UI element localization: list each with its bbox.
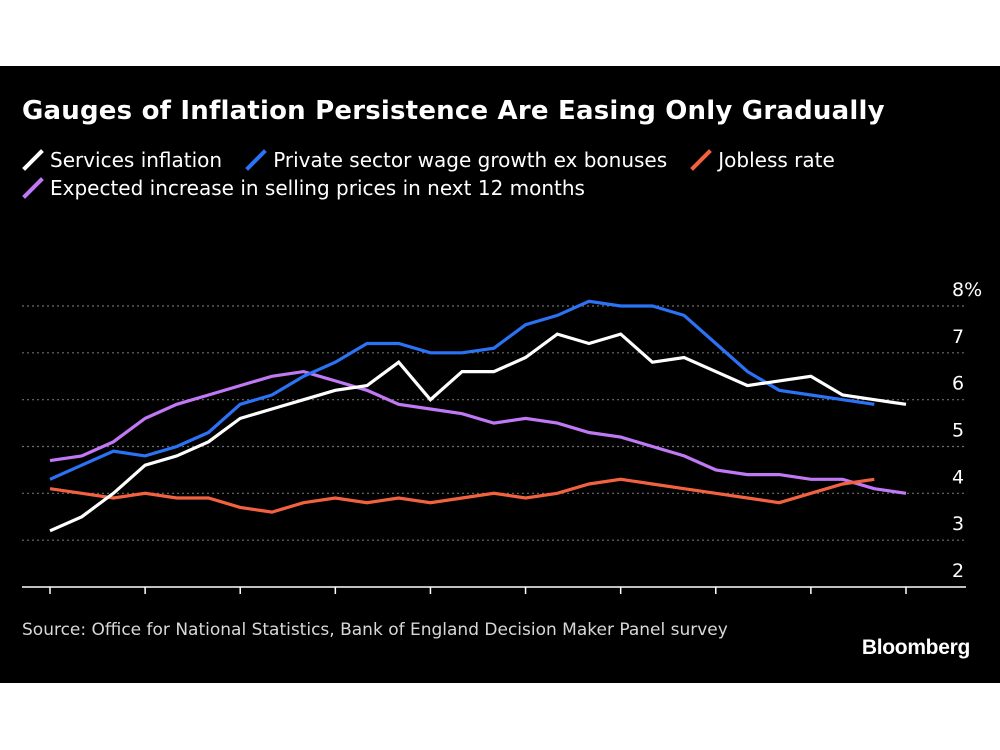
bloomberg-logo: Bloomberg: [861, 636, 970, 659]
legend-stroke-private-wage-growth: [245, 149, 268, 171]
y-tick-label: 4: [952, 466, 964, 488]
series-line-services-inflation: [49, 332, 907, 533]
source-note: Source: Office for National Statistics, …: [22, 620, 728, 640]
legend-row-1: Services inflation Private sector wage g…: [22, 148, 853, 172]
y-tick-label: 8%: [952, 279, 982, 301]
legend-swatch-services-inflation: [22, 149, 44, 171]
y-tick-label: 6: [952, 373, 964, 395]
series-line-private-sector-wage-growth-ex-bonuses: [49, 299, 875, 481]
legend-stroke-services-inflation: [22, 149, 44, 171]
y-tick-label: 3: [952, 513, 964, 535]
legend-label-services-inflation: Services inflation: [50, 148, 223, 172]
legend-row-2: Expected increase in selling prices in n…: [22, 176, 603, 200]
chart-card: Gauges of Inflation Persistence Are Easi…: [0, 66, 1000, 683]
legend-item-expected-selling-prices: Expected increase in selling prices in n…: [22, 176, 585, 200]
y-tick-label: 7: [952, 326, 964, 348]
legend-item-jobless-rate: Jobless rate: [690, 148, 835, 172]
legend-label-expected-selling-prices: Expected increase in selling prices in n…: [50, 176, 585, 200]
legend-swatch-private-wage-growth: [245, 149, 268, 171]
x-axis: [22, 586, 966, 594]
series-line-jobless-rate: [49, 477, 875, 514]
legend-swatch-jobless-rate: [690, 149, 713, 171]
legend-stroke-expected-selling-prices: [22, 177, 44, 199]
series-lines: [49, 299, 907, 533]
y-tick-label: 2: [952, 560, 964, 582]
legend-label-jobless-rate: Jobless rate: [718, 148, 835, 172]
legend-swatch-expected-selling-prices: [22, 177, 44, 199]
series-line-expected-increase-in-selling-prices-in-next-12-months: [49, 369, 907, 495]
chart-title: Gauges of Inflation Persistence Are Easi…: [22, 96, 885, 126]
legend-label-private-wage-growth: Private sector wage growth ex bonuses: [273, 148, 668, 172]
legend-stroke-jobless-rate: [690, 149, 713, 171]
legend-item-private-wage-growth: Private sector wage growth ex bonuses: [245, 148, 667, 172]
y-axis-labels: 2 3 4 5 6 7 8%: [952, 279, 982, 582]
legend-item-services-inflation: Services inflation: [22, 148, 222, 172]
y-tick-label: 5: [952, 420, 964, 442]
